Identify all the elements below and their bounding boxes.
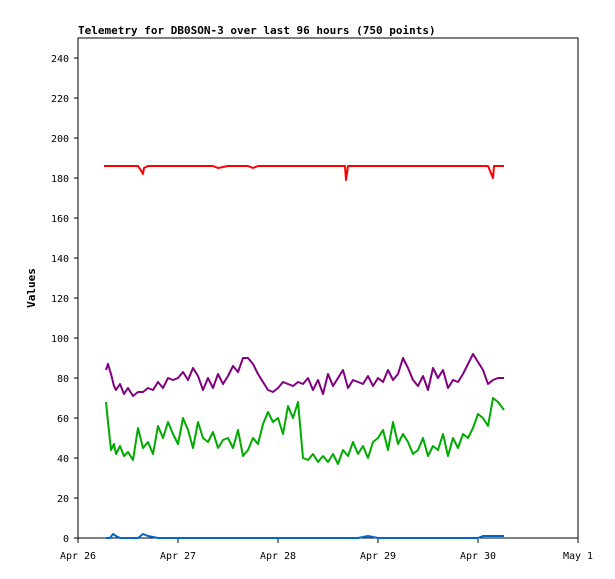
- plot-frame: [77, 37, 579, 539]
- x-tick-label: Apr 28: [260, 551, 296, 562]
- y-tick-label: 240: [51, 54, 69, 65]
- x-tick-label: May 1: [563, 551, 593, 562]
- y-tick-label: 180: [51, 174, 69, 185]
- series-line-3: [106, 533, 504, 539]
- y-tick-label: 200: [51, 134, 69, 145]
- series-line-1: [105, 353, 504, 397]
- y-tick-label: 140: [51, 254, 69, 265]
- x-tick-label: Apr 29: [360, 551, 396, 562]
- y-axis: 0 20 40 60 80 100 120 140 160 180 200 220 240: [51, 54, 78, 545]
- y-tick-label: 0: [63, 534, 69, 545]
- y-tick-label: 20: [57, 494, 69, 505]
- x-tick-label: Apr 26: [60, 551, 96, 562]
- series-layer: [104, 165, 505, 539]
- y-tick-label: 100: [51, 334, 69, 345]
- y-tick-label: 220: [51, 94, 69, 105]
- y-tick-label: 160: [51, 214, 69, 225]
- y-axis-label: Values: [25, 268, 38, 308]
- y-tick-label: 120: [51, 294, 69, 305]
- x-axis: Apr 26 Apr 27 Apr 28 Apr 29 Apr 30 May 1: [60, 538, 593, 562]
- series-line-2: [105, 397, 505, 465]
- y-tick-label: 60: [57, 414, 69, 425]
- y-tick-label: 40: [57, 454, 69, 465]
- chart-title: Telemetry for DB0SON-3 over last 96 hour…: [78, 24, 436, 37]
- x-tick-label: Apr 30: [460, 551, 496, 562]
- x-tick-label: Apr 27: [160, 551, 196, 562]
- y-tick-label: 80: [57, 374, 69, 385]
- series-line-0: [104, 165, 504, 181]
